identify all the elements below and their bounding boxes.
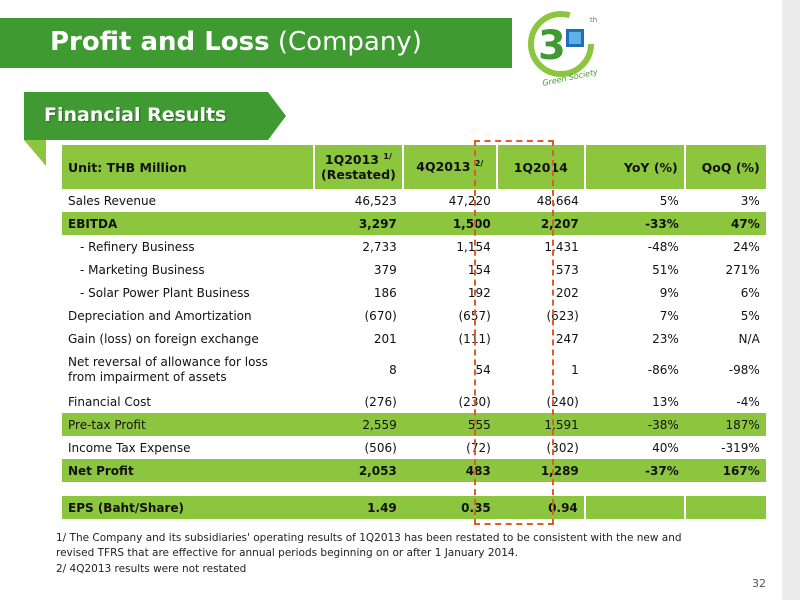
highlight-1q2014-column — [474, 140, 554, 525]
table-row: Net reversal of allowance for loss from … — [68, 355, 760, 384]
title-bold: Profit and Loss — [50, 27, 270, 57]
right-edge-bar — [782, 0, 800, 600]
company-logo: 3 th Green Society — [528, 11, 599, 88]
col-header-yoy: YoY (%) — [583, 145, 685, 189]
unit-header: Unit: THB Million — [62, 145, 314, 189]
col-header-qoq: QoQ (%) — [683, 145, 766, 189]
table-row: EBITDA 3,297 1,500 2,207 -33% 47% — [62, 212, 766, 235]
title-bar — [0, 18, 512, 68]
logo-th-text: th — [590, 16, 597, 24]
table-row: Gain (loss) on foreign exchange 201 (111… — [68, 331, 760, 346]
page-number: 32 — [752, 577, 766, 590]
table-row: Net Profit 2,053 483 1,289 -37% 167% — [62, 459, 766, 482]
section-title: Financial Results — [44, 104, 227, 126]
table-row: EPS (Baht/Share) 1.49 0.35 0.94 — [62, 496, 766, 519]
table-row: Depreciation and Amortization (670) (657… — [68, 308, 760, 323]
footnote-1-line-1: 1/ The Company and its subsidiaries' ope… — [56, 532, 682, 544]
footnote-2: 2/ 4Q2013 results were not restated — [56, 563, 247, 575]
col-header-1q2014: 1Q2014 — [495, 145, 585, 189]
financial-results-table: Unit: THB Million 1Q2013 1/ (Restated) 4… — [62, 145, 766, 519]
table-row: Sales Revenue 46,523 47,220 48,664 5% 3% — [68, 193, 760, 208]
table-row: Income Tax Expense (506) (72) (302) 40% … — [68, 440, 760, 455]
page-title: Profit and Loss (Company) — [50, 27, 422, 57]
footnote-1-line-2: revised TFRS that are effective for annu… — [56, 547, 518, 559]
table-row: - Marketing Business 379 154 573 51% 271… — [80, 262, 760, 277]
ribbon-fold — [24, 140, 46, 166]
svg-text:3: 3 — [538, 23, 566, 69]
section-tab — [24, 92, 286, 140]
table-row: Financial Cost (276) (230) (240) 13% -4% — [68, 394, 760, 409]
table-row: Pre-tax Profit 2,559 555 1,591 -38% 187% — [62, 413, 766, 436]
title-normal: (Company) — [277, 27, 422, 57]
spacer-row — [62, 482, 766, 496]
table-row: - Refinery Business 2,733 1,154 1,431 -4… — [80, 239, 760, 254]
col-header-4q2013: 4Q2013 2/ — [401, 145, 497, 189]
table-header-row: Unit: THB Million 1Q2013 1/ (Restated) 4… — [62, 145, 766, 189]
table-row: - Solar Power Plant Business 186 192 202… — [80, 285, 760, 300]
col-header-1q2013: 1Q2013 1/ (Restated) — [313, 145, 403, 189]
